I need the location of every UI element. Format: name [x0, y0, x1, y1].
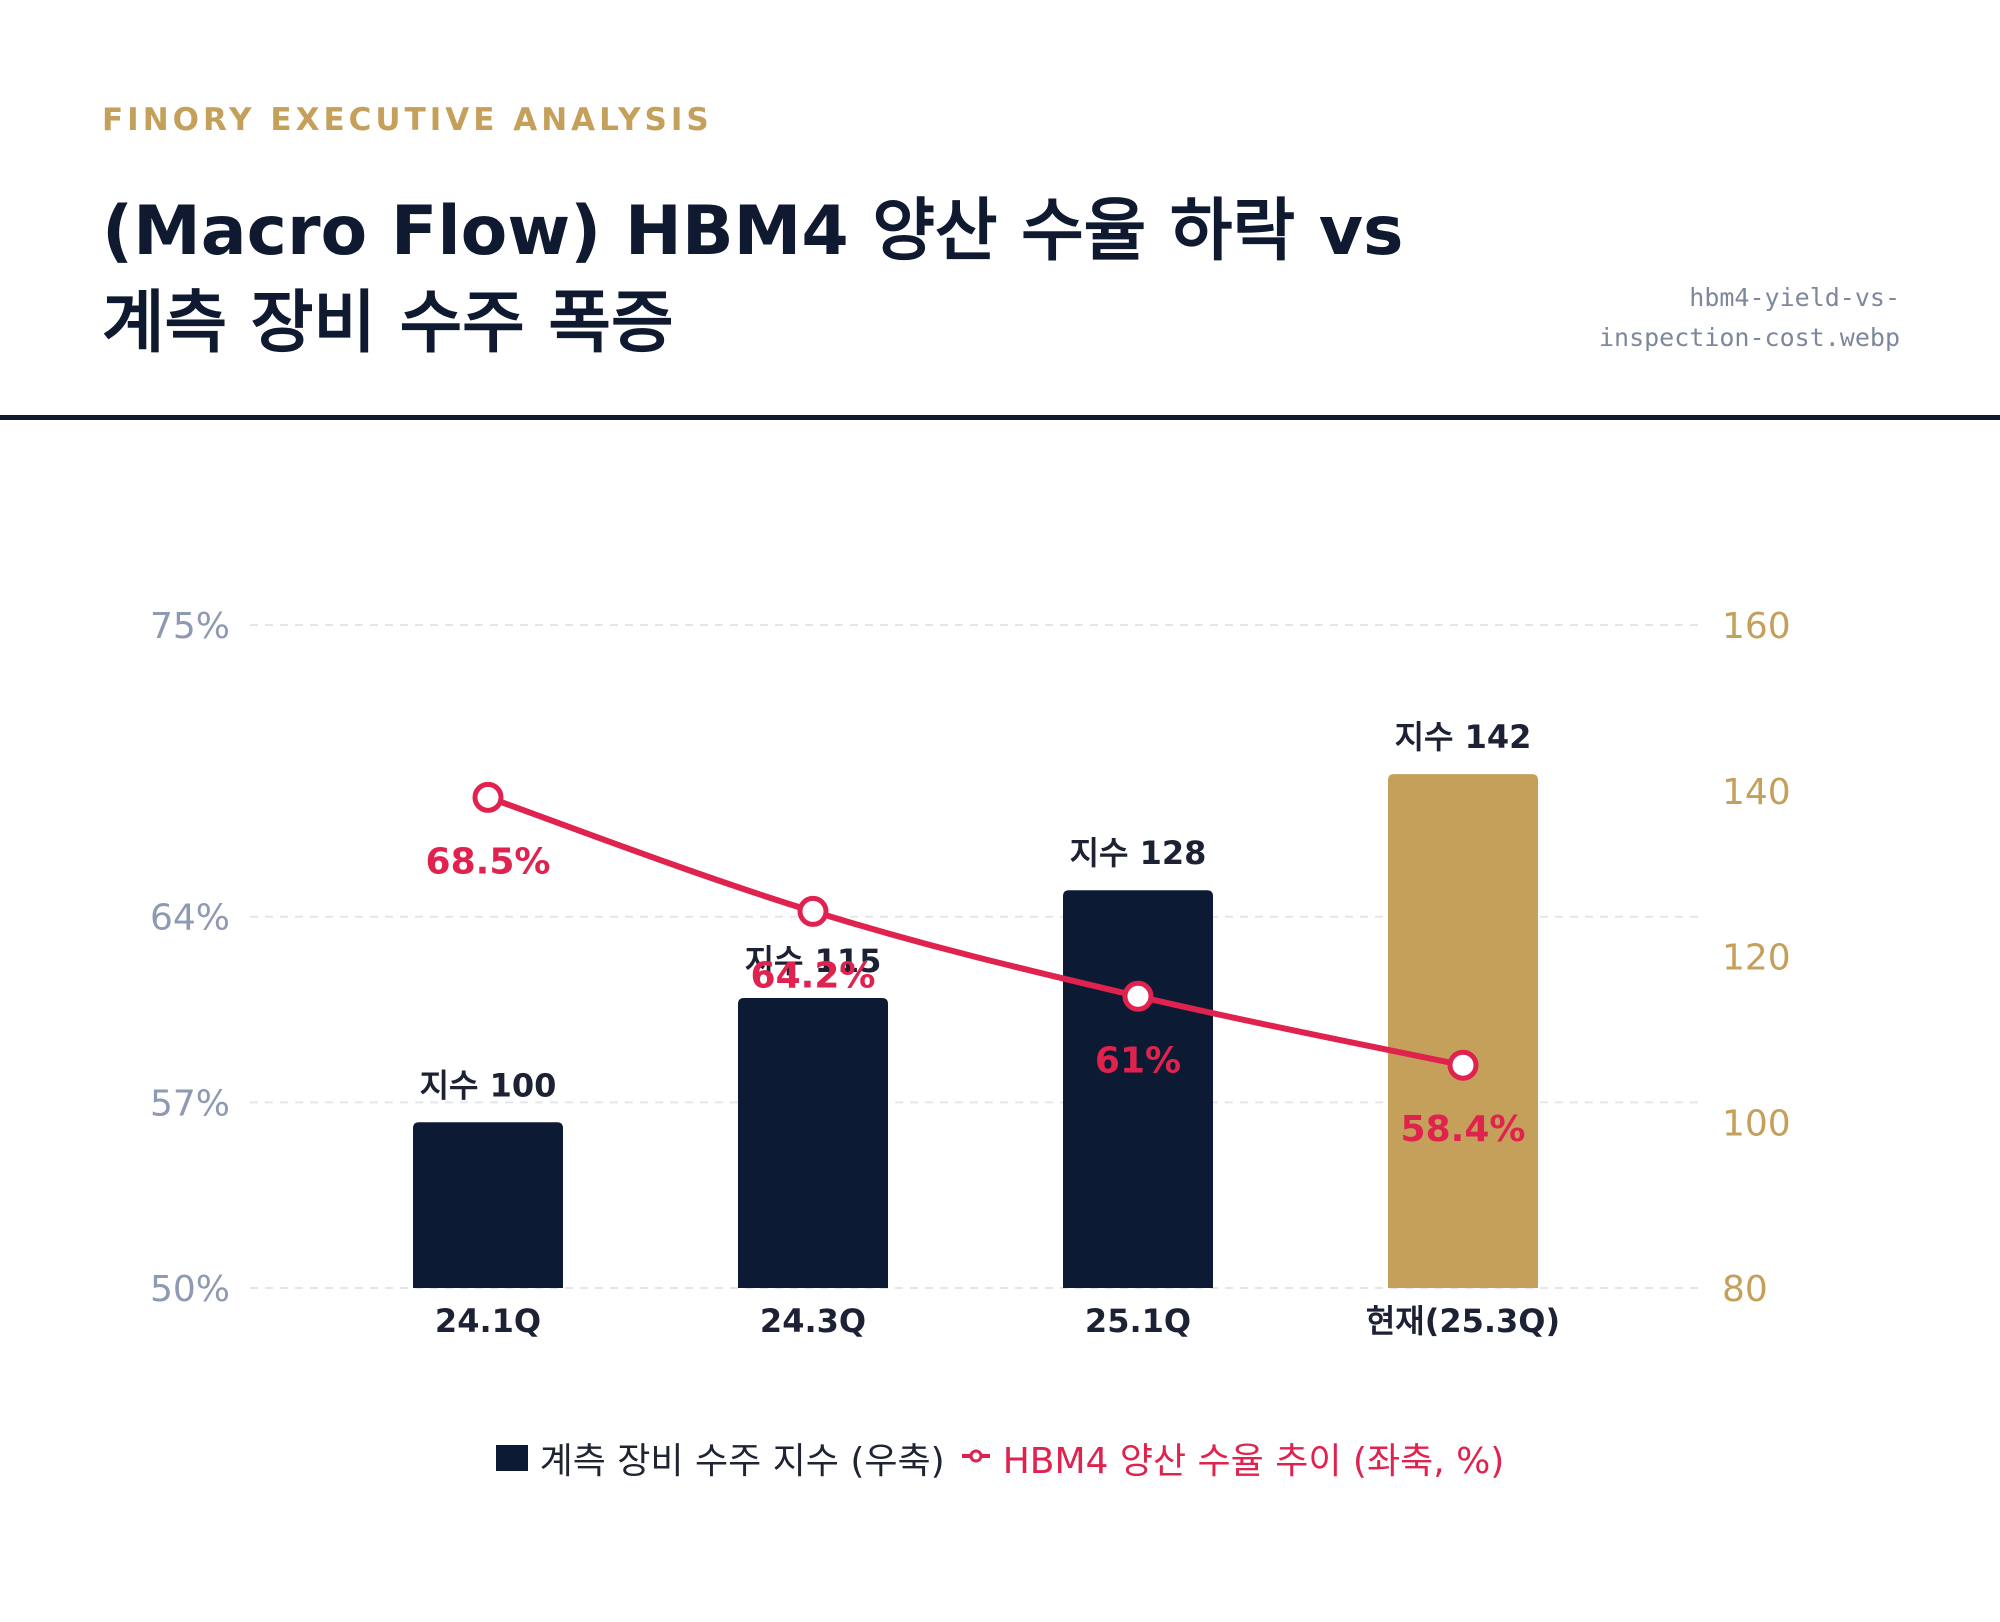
filename-label: hbm4-yield-vs- inspection-cost.webp [1480, 278, 1900, 358]
right-axis: 160 140 120 100 80 [1722, 606, 1791, 1310]
line-value-label: 58.4% [1401, 1109, 1526, 1150]
title-line-1: (Macro Flow) HBM4 양산 수율 하락 vs [102, 192, 1404, 271]
left-axis-tick-label: 75% [150, 606, 230, 647]
legend-bar-swatch [495, 1445, 528, 1471]
legend-item-line: HBM4 양산 수율 추이 (좌축, %) [961, 1432, 1505, 1484]
category-label: 현재(25.3Q) [1366, 1302, 1560, 1340]
bar-value-label: 지수 115 [745, 942, 882, 980]
line-series [472, 781, 1479, 1081]
line-labels: 68.5% 64.2% 61% 58.4% [426, 841, 1526, 1150]
line-point [1122, 980, 1154, 1012]
left-axis: 75% 64% 57% 50% [150, 606, 230, 1310]
left-axis-tick-label: 57% [150, 1083, 230, 1124]
legend-line-swatch [961, 1449, 990, 1463]
bar-series [413, 774, 1538, 1288]
right-axis-tick-label: 160 [1722, 606, 1791, 647]
line-point [472, 781, 504, 813]
legend-bar-label: 계측 장비 수주 지수 (우축) [539, 1441, 945, 1482]
bar [413, 1122, 563, 1288]
right-axis-tick-label: 80 [1722, 1269, 1768, 1310]
legend-item-bar: 계측 장비 수주 지수 (우축) [495, 1432, 945, 1484]
line-value-label: 64.2% [751, 955, 876, 996]
line-point [797, 895, 829, 927]
chart-legend: 계측 장비 수주 지수 (우축) HBM4 양산 수율 추이 (좌축, %) [0, 1432, 2000, 1484]
filename-line-2: inspection-cost.webp [1598, 323, 1900, 352]
line-value-label: 68.5% [426, 841, 551, 882]
header-divider [0, 415, 2000, 420]
bar-value-label: 지수 128 [1070, 834, 1207, 872]
kicker-label: FINORY EXECUTIVE ANALYSIS [102, 102, 713, 138]
page-title: (Macro Flow) HBM4 양산 수율 하락 vs 계측 장비 수주 폭… [102, 186, 1522, 370]
filename-line-1: hbm4-yield-vs- [1689, 283, 1900, 312]
right-axis-tick-label: 140 [1722, 772, 1791, 813]
title-line-2: 계측 장비 수주 폭증 [102, 284, 674, 363]
line-point [1447, 1049, 1479, 1081]
bar [1063, 890, 1213, 1288]
bar [1388, 774, 1538, 1288]
bar-labels: 지수 100 지수 115 지수 128 지수 142 [420, 718, 1532, 1104]
left-axis-tick-label: 64% [150, 898, 230, 939]
left-axis-tick-label: 50% [150, 1269, 230, 1310]
line-value-label: 61% [1095, 1040, 1181, 1081]
category-label: 25.1Q [1085, 1302, 1191, 1340]
category-axis: 24.1Q 24.3Q 25.1Q 현재(25.3Q) [435, 1302, 1560, 1340]
bar-value-label: 지수 142 [1395, 718, 1532, 756]
legend-line-label: HBM4 양산 수율 추이 (좌축, %) [1002, 1441, 1505, 1482]
category-label: 24.3Q [760, 1302, 866, 1340]
line-path [485, 794, 1466, 1069]
right-axis-tick-label: 100 [1722, 1103, 1791, 1144]
bar-value-label: 지수 100 [420, 1066, 557, 1104]
bar [738, 997, 888, 1288]
right-axis-tick-label: 120 [1722, 938, 1791, 979]
category-label: 24.1Q [435, 1302, 541, 1340]
